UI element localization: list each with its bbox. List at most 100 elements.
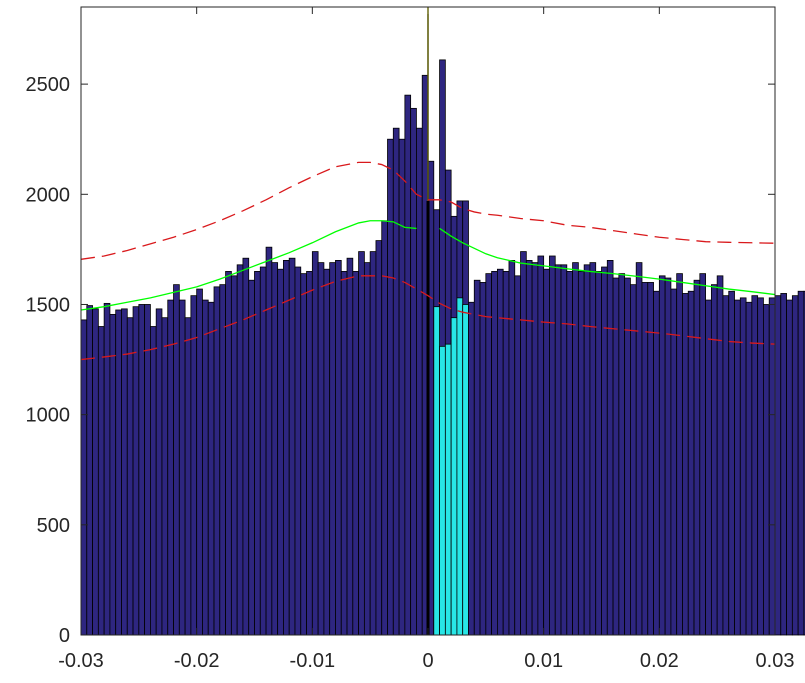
histogram-bar: [115, 309, 122, 636]
histogram-bar: [410, 107, 417, 636]
histogram-bar: [572, 262, 579, 636]
mean-line: [439, 227, 776, 296]
histogram-bar: [693, 279, 701, 636]
histogram-bar: [352, 271, 360, 636]
histogram-bar: [126, 317, 134, 636]
histogram-bar: [757, 297, 764, 636]
histogram-bar: [612, 277, 620, 636]
zero-bar-marker: [426, 200, 430, 636]
histogram-bar: [335, 260, 342, 636]
histogram-bar: [236, 264, 244, 636]
histogram-bar: [462, 304, 469, 636]
histogram-bar: [554, 264, 562, 636]
histogram-bar: [178, 299, 186, 636]
histogram-bar: [543, 268, 550, 636]
histogram-bar: [144, 304, 151, 636]
histogram-bar: [80, 319, 88, 636]
y-tick-label: 1500: [26, 294, 71, 316]
histogram-bar: [710, 284, 718, 636]
histogram-bar: [560, 264, 568, 636]
x-tick-label: 0: [422, 650, 433, 672]
y-tick-label: 2500: [26, 74, 71, 96]
histogram-bar: [739, 297, 747, 636]
histogram-bar: [468, 301, 475, 636]
x-tick-label: -0.01: [290, 650, 336, 672]
histogram-bar: [525, 260, 533, 636]
histogram-bar: [786, 299, 793, 636]
histogram-bar: [653, 290, 660, 636]
histogram-bar: [520, 251, 527, 636]
confidence-bound-line: [80, 275, 776, 361]
histogram-bar: [138, 304, 146, 636]
histogram-bar: [392, 127, 400, 636]
histogram-bar: [248, 279, 255, 636]
histogram-bar: [86, 305, 93, 636]
histogram-bar: [485, 273, 493, 636]
histogram-bar: [300, 273, 307, 636]
histogram-bar: [670, 288, 678, 636]
histogram-bar: [398, 138, 406, 636]
histogram-bar: [404, 94, 412, 636]
histogram-bar: [456, 297, 464, 636]
histogram-bar: [288, 257, 296, 636]
histogram-bar: [803, 290, 805, 636]
histogram-bar: [635, 262, 643, 636]
histogram-bar: [254, 271, 261, 636]
histogram-bar: [190, 295, 198, 636]
histogram-bar: [416, 127, 423, 636]
y-tick-label: 1000: [26, 405, 71, 427]
histogram-bar: [149, 326, 157, 636]
histogram-bar: [647, 282, 654, 636]
histogram-bar: [745, 301, 753, 636]
histogram-bar: [271, 262, 279, 636]
histogram-bar: [311, 251, 319, 636]
histogram-bar: [121, 308, 128, 636]
histogram-bar: [265, 246, 273, 636]
histogram-bar: [161, 317, 169, 636]
histogram-bar: [630, 284, 637, 636]
histogram-bar: [433, 306, 440, 636]
histogram-bar: [658, 275, 666, 636]
x-tick-label: 0.02: [640, 650, 679, 672]
histogram-bar: [491, 271, 498, 636]
histogram-bar: [259, 266, 267, 636]
y-tick-label: 2000: [26, 184, 71, 206]
histogram-bar: [207, 301, 215, 636]
histogram-bar: [294, 266, 302, 636]
histogram-bar: [450, 317, 458, 636]
histogram-bar: [606, 260, 614, 636]
histogram-bar: [618, 273, 626, 636]
histogram-bar: [508, 260, 516, 636]
mean-line: [80, 220, 417, 311]
histogram-bar: [531, 262, 539, 636]
histogram-bar: [277, 268, 284, 636]
histogram-bar: [514, 275, 521, 636]
histogram-bar: [439, 345, 446, 636]
histogram-bar: [369, 251, 377, 636]
histogram-bar: [502, 271, 510, 636]
histogram-bar: [132, 306, 140, 636]
histogram-bar: [797, 290, 805, 636]
histogram-bar: [496, 268, 504, 636]
histogram-bar: [329, 262, 336, 636]
histogram-bar: [381, 220, 388, 636]
histogram-bar: [682, 293, 689, 636]
histogram-bar: [763, 304, 770, 636]
histogram-bar: [103, 302, 111, 636]
confidence-bound-line: [80, 161, 776, 260]
histogram-bar: [641, 282, 649, 636]
histogram-bar: [716, 275, 724, 636]
histogram-bar: [242, 257, 250, 636]
histogram-bar: [184, 317, 192, 636]
histogram-bar: [479, 282, 487, 636]
histogram-bar: [537, 255, 545, 636]
histogram-bar: [167, 299, 174, 636]
histogram-bar: [699, 273, 706, 636]
histogram-bar: [676, 273, 683, 636]
histogram-bar: [196, 288, 203, 636]
histogram-bar: [728, 290, 735, 636]
histogram-bar: [791, 295, 799, 636]
histogram-bar: [751, 295, 759, 636]
histogram-bar: [363, 262, 371, 636]
